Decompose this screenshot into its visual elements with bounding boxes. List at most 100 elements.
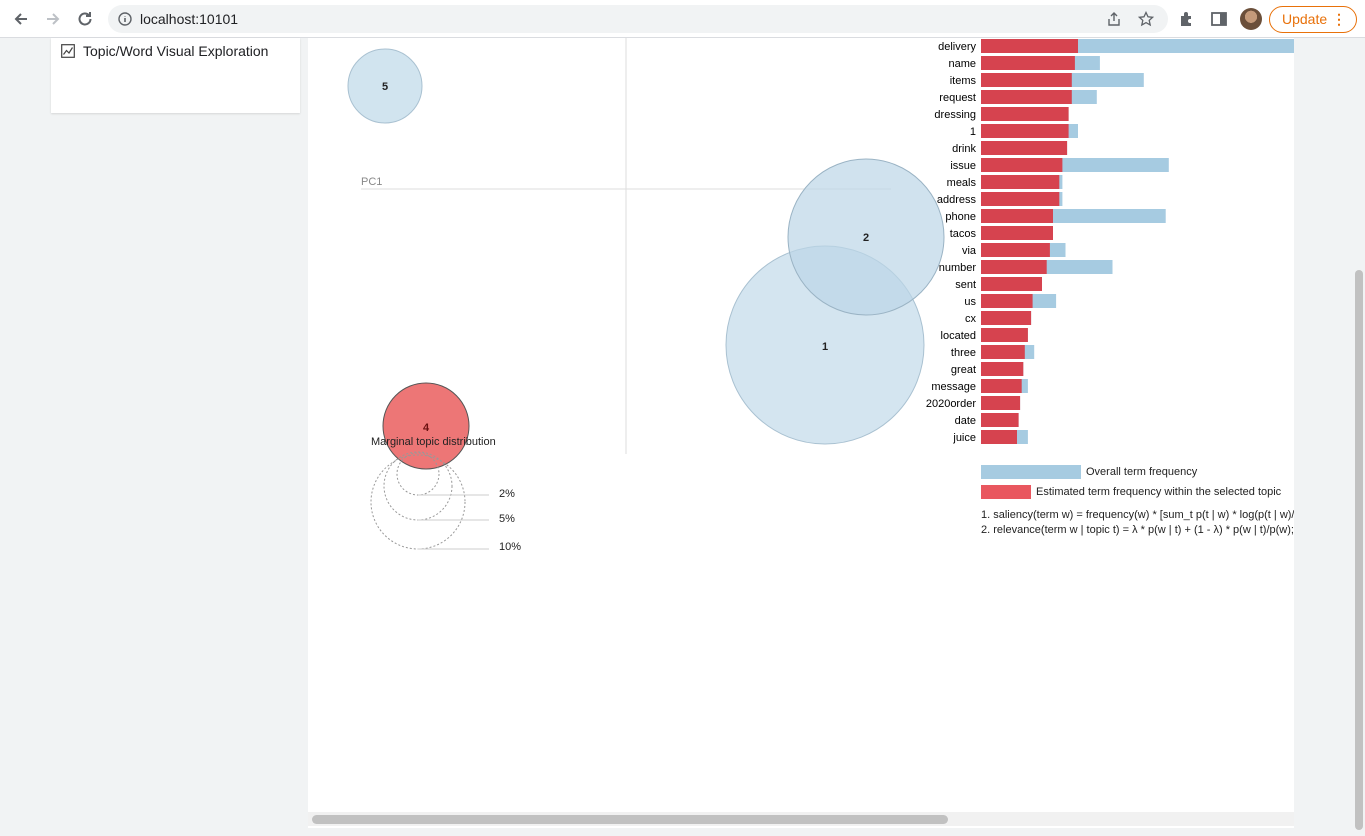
- term-row-issue[interactable]: issue: [950, 158, 1169, 172]
- ldavis-panel: PC1 5 1 2 4 Marginal topic distribution: [308, 38, 1295, 828]
- topic-bar-delivery: [981, 39, 1078, 53]
- topic-bar-sent: [981, 277, 1042, 291]
- term-label-us[interactable]: us: [964, 296, 976, 308]
- term-row-sent[interactable]: sent: [955, 277, 1042, 291]
- term-row-2020order[interactable]: 2020order: [926, 396, 1021, 410]
- legend-topic-swatch: [981, 485, 1031, 499]
- term-row-three[interactable]: three: [951, 345, 1035, 359]
- reload-icon: [78, 12, 92, 26]
- topic-bar-meals: [981, 175, 1060, 189]
- extensions-button[interactable]: [1177, 9, 1197, 29]
- address-bar[interactable]: localhost:10101: [108, 5, 1168, 33]
- sidebar-item-topic-word-exploration[interactable]: Topic/Word Visual Exploration: [83, 43, 269, 59]
- topic-bar-three: [981, 345, 1025, 359]
- topic-circle-5[interactable]: 5: [347, 48, 423, 124]
- info-icon[interactable]: [118, 12, 132, 26]
- term-label-address[interactable]: address: [937, 194, 977, 206]
- pc1-label: PC1: [361, 176, 382, 188]
- term-label-items[interactable]: items: [950, 75, 977, 87]
- relevance-note: 2. relevance(term w | topic t) = λ * p(w…: [981, 524, 1294, 536]
- term-label-message[interactable]: message: [931, 381, 976, 393]
- topic-label-4: 4: [423, 422, 430, 434]
- term-row-us[interactable]: us: [964, 294, 1057, 308]
- term-label-request[interactable]: request: [939, 92, 976, 104]
- term-label-juice[interactable]: juice: [952, 432, 976, 444]
- topic-bar-phone: [981, 209, 1053, 223]
- term-row-juice[interactable]: juice: [952, 430, 1028, 444]
- term-label-phone[interactable]: phone: [945, 211, 976, 223]
- sidebar-card: Topic/Word Visual Exploration: [51, 38, 300, 113]
- term-row-tacos[interactable]: tacos: [950, 226, 1053, 240]
- legend-topic-label: Estimated term frequency within the sele…: [1036, 486, 1282, 498]
- legend-overall-label: Overall term frequency: [1086, 466, 1198, 478]
- term-label-name[interactable]: name: [948, 58, 976, 70]
- term-row-drink[interactable]: drink: [952, 141, 1068, 155]
- more-menu-icon[interactable]: ⋮: [1332, 11, 1346, 27]
- term-label-tacos[interactable]: tacos: [950, 228, 977, 240]
- star-icon[interactable]: [1138, 11, 1154, 27]
- topic-circle-4[interactable]: 4: [382, 382, 470, 470]
- profile-avatar[interactable]: [1240, 8, 1262, 30]
- topic-bar-request: [981, 90, 1072, 104]
- url-text[interactable]: localhost:10101: [140, 11, 239, 27]
- update-button[interactable]: Update ⋮: [1269, 6, 1357, 33]
- topic-bar-items: [981, 73, 1072, 87]
- reload-button[interactable]: [73, 7, 97, 31]
- arrow-right-icon: [47, 13, 60, 25]
- term-row-dressing[interactable]: dressing: [934, 107, 1069, 121]
- term-label-issue[interactable]: issue: [950, 160, 976, 172]
- term-row-number[interactable]: number: [939, 260, 1113, 274]
- term-label-three[interactable]: three: [951, 347, 976, 359]
- term-label-dressing[interactable]: dressing: [934, 109, 976, 121]
- term-row-items[interactable]: items: [950, 73, 1144, 87]
- topic-bar-tacos: [981, 226, 1053, 240]
- term-row-request[interactable]: request: [939, 90, 1097, 104]
- term-label-1[interactable]: 1: [970, 126, 976, 138]
- term-row-message[interactable]: message: [931, 379, 1028, 393]
- topic-bar-us: [981, 294, 1033, 308]
- term-row-phone[interactable]: phone: [945, 209, 1166, 223]
- term-row-delivery[interactable]: delivery: [938, 39, 1294, 53]
- size-legend-2pct: 2%: [499, 488, 515, 500]
- term-row-1[interactable]: 1: [970, 124, 1078, 138]
- term-label-cx[interactable]: cx: [965, 313, 977, 325]
- term-label-sent[interactable]: sent: [955, 279, 976, 291]
- legend-overall-swatch: [981, 465, 1081, 479]
- topic-bar-2020order: [981, 396, 1021, 410]
- term-row-cx[interactable]: cx: [965, 311, 1032, 325]
- topic-bar-number: [981, 260, 1047, 274]
- share-icon[interactable]: [1106, 11, 1122, 27]
- topic-label-2: 2: [863, 232, 869, 244]
- term-label-drink[interactable]: drink: [952, 143, 976, 155]
- term-row-located[interactable]: located: [941, 328, 1028, 342]
- term-label-number[interactable]: number: [939, 262, 977, 274]
- topic-circle-2[interactable]: 2: [787, 158, 945, 316]
- term-row-date[interactable]: date: [955, 413, 1019, 427]
- topic-bar-cx: [981, 311, 1032, 325]
- horizontal-scrollbar-thumb[interactable]: [312, 815, 948, 824]
- term-label-meals[interactable]: meals: [947, 177, 977, 189]
- term-label-located[interactable]: located: [941, 330, 976, 342]
- term-row-name[interactable]: name: [948, 56, 1100, 70]
- term-row-address[interactable]: address: [937, 192, 1063, 206]
- back-button[interactable]: [9, 7, 33, 31]
- vertical-scrollbar-thumb[interactable]: [1355, 270, 1363, 830]
- topic-bar-great: [981, 362, 1024, 376]
- forward-button[interactable]: [41, 7, 65, 31]
- term-label-via[interactable]: via: [962, 245, 977, 257]
- term-label-date[interactable]: date: [955, 415, 976, 427]
- term-label-2020order[interactable]: 2020order: [926, 398, 976, 410]
- size-legend-5pct: 5%: [499, 513, 515, 525]
- term-row-via[interactable]: via: [962, 243, 1066, 257]
- term-row-meals[interactable]: meals: [947, 175, 1063, 189]
- topic-label-5: 5: [382, 81, 388, 93]
- topic-bar-1: [981, 124, 1069, 138]
- term-label-delivery[interactable]: delivery: [938, 41, 976, 53]
- term-row-great[interactable]: great: [951, 362, 1024, 376]
- topic-bar-date: [981, 413, 1019, 427]
- term-label-great[interactable]: great: [951, 364, 976, 376]
- topic-bar-name: [981, 56, 1075, 70]
- topic-bar-address: [981, 192, 1060, 206]
- side-panel-button[interactable]: [1209, 9, 1229, 29]
- topic-bar-message: [981, 379, 1022, 393]
